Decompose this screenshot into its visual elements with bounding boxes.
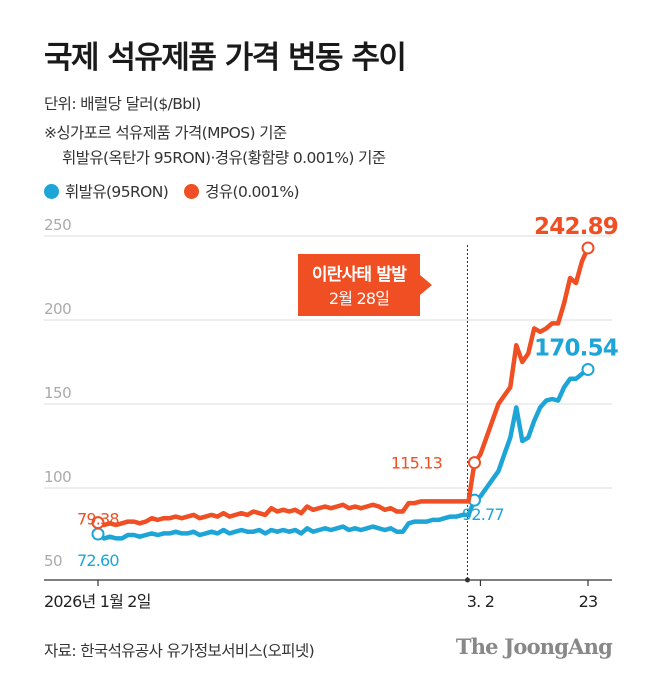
line-chart: 250 200 150 100 50 2026년 1월 2일 3. 2 23 이란사태 발발 2월… [44, 214, 619, 611]
legend-diesel-label: 경유(0.001%) [205, 183, 299, 201]
point-gasoline-start [91, 527, 105, 541]
y-tick-label-50: 50 [44, 552, 62, 570]
source-note: 자료: 한국석유공사 유가정보서비스(오피넷) [44, 642, 315, 660]
unit-note: 단위: 배럴당 달러($/Bbl) [44, 95, 201, 113]
legend-gasoline-label: 휘발유(95RON) [65, 183, 169, 201]
point-diesel-start [91, 516, 105, 530]
basis-note-line1: ※싱가포르 석유제품 가격(MPOS) 기준 [44, 124, 287, 142]
series-line-gasoline [95, 367, 591, 541]
x-tick-label-mar23: 23 [579, 592, 598, 611]
data-label-gasoline-event: 92.77 [462, 505, 504, 524]
basis-note-line2: 휘발유(옥탄가 95RON)·경유(황함량 0.001%) 기준 [62, 149, 386, 167]
y-tick-label-150: 150 [44, 384, 71, 402]
y-tick-label-100: 100 [44, 468, 71, 486]
chart-legend: 휘발유(95RON) 경유(0.001%) [44, 180, 315, 202]
legend-gasoline: 휘발유(95RON) [44, 180, 169, 202]
event-callout-box [298, 254, 432, 316]
event-callout-label: 이란사태 발발 [312, 265, 407, 285]
point-diesel-end [581, 241, 595, 255]
x-tick-label-mar2: 3. 2 [467, 592, 494, 611]
legend-gasoline-swatch [44, 183, 59, 199]
point-gasoline-end [581, 362, 595, 376]
data-label-diesel-end: 242.89 [534, 214, 618, 240]
legend-diesel: 경유(0.001%) [184, 180, 299, 202]
point-diesel-event [467, 456, 481, 470]
brand-logo: The JoongAng [455, 634, 613, 659]
y-tick-label-250: 250 [44, 216, 71, 234]
legend-diesel-swatch [184, 183, 200, 199]
data-label-diesel-start: 79.38 [77, 510, 119, 529]
event-marker-dot [464, 577, 470, 583]
event-callout-date: 2월 28일 [329, 289, 389, 308]
series-line-diesel [95, 245, 591, 528]
data-label-diesel-event: 115.13 [391, 454, 442, 473]
x-tick-label-start: 2026년 1월 2일 [44, 592, 151, 611]
chart-title: 국제 석유제품 가격 변동 추이 [44, 40, 407, 76]
y-tick-label-200: 200 [44, 300, 71, 318]
data-label-gasoline-end: 170.54 [534, 335, 618, 361]
data-label-gasoline-start: 72.60 [77, 551, 119, 570]
